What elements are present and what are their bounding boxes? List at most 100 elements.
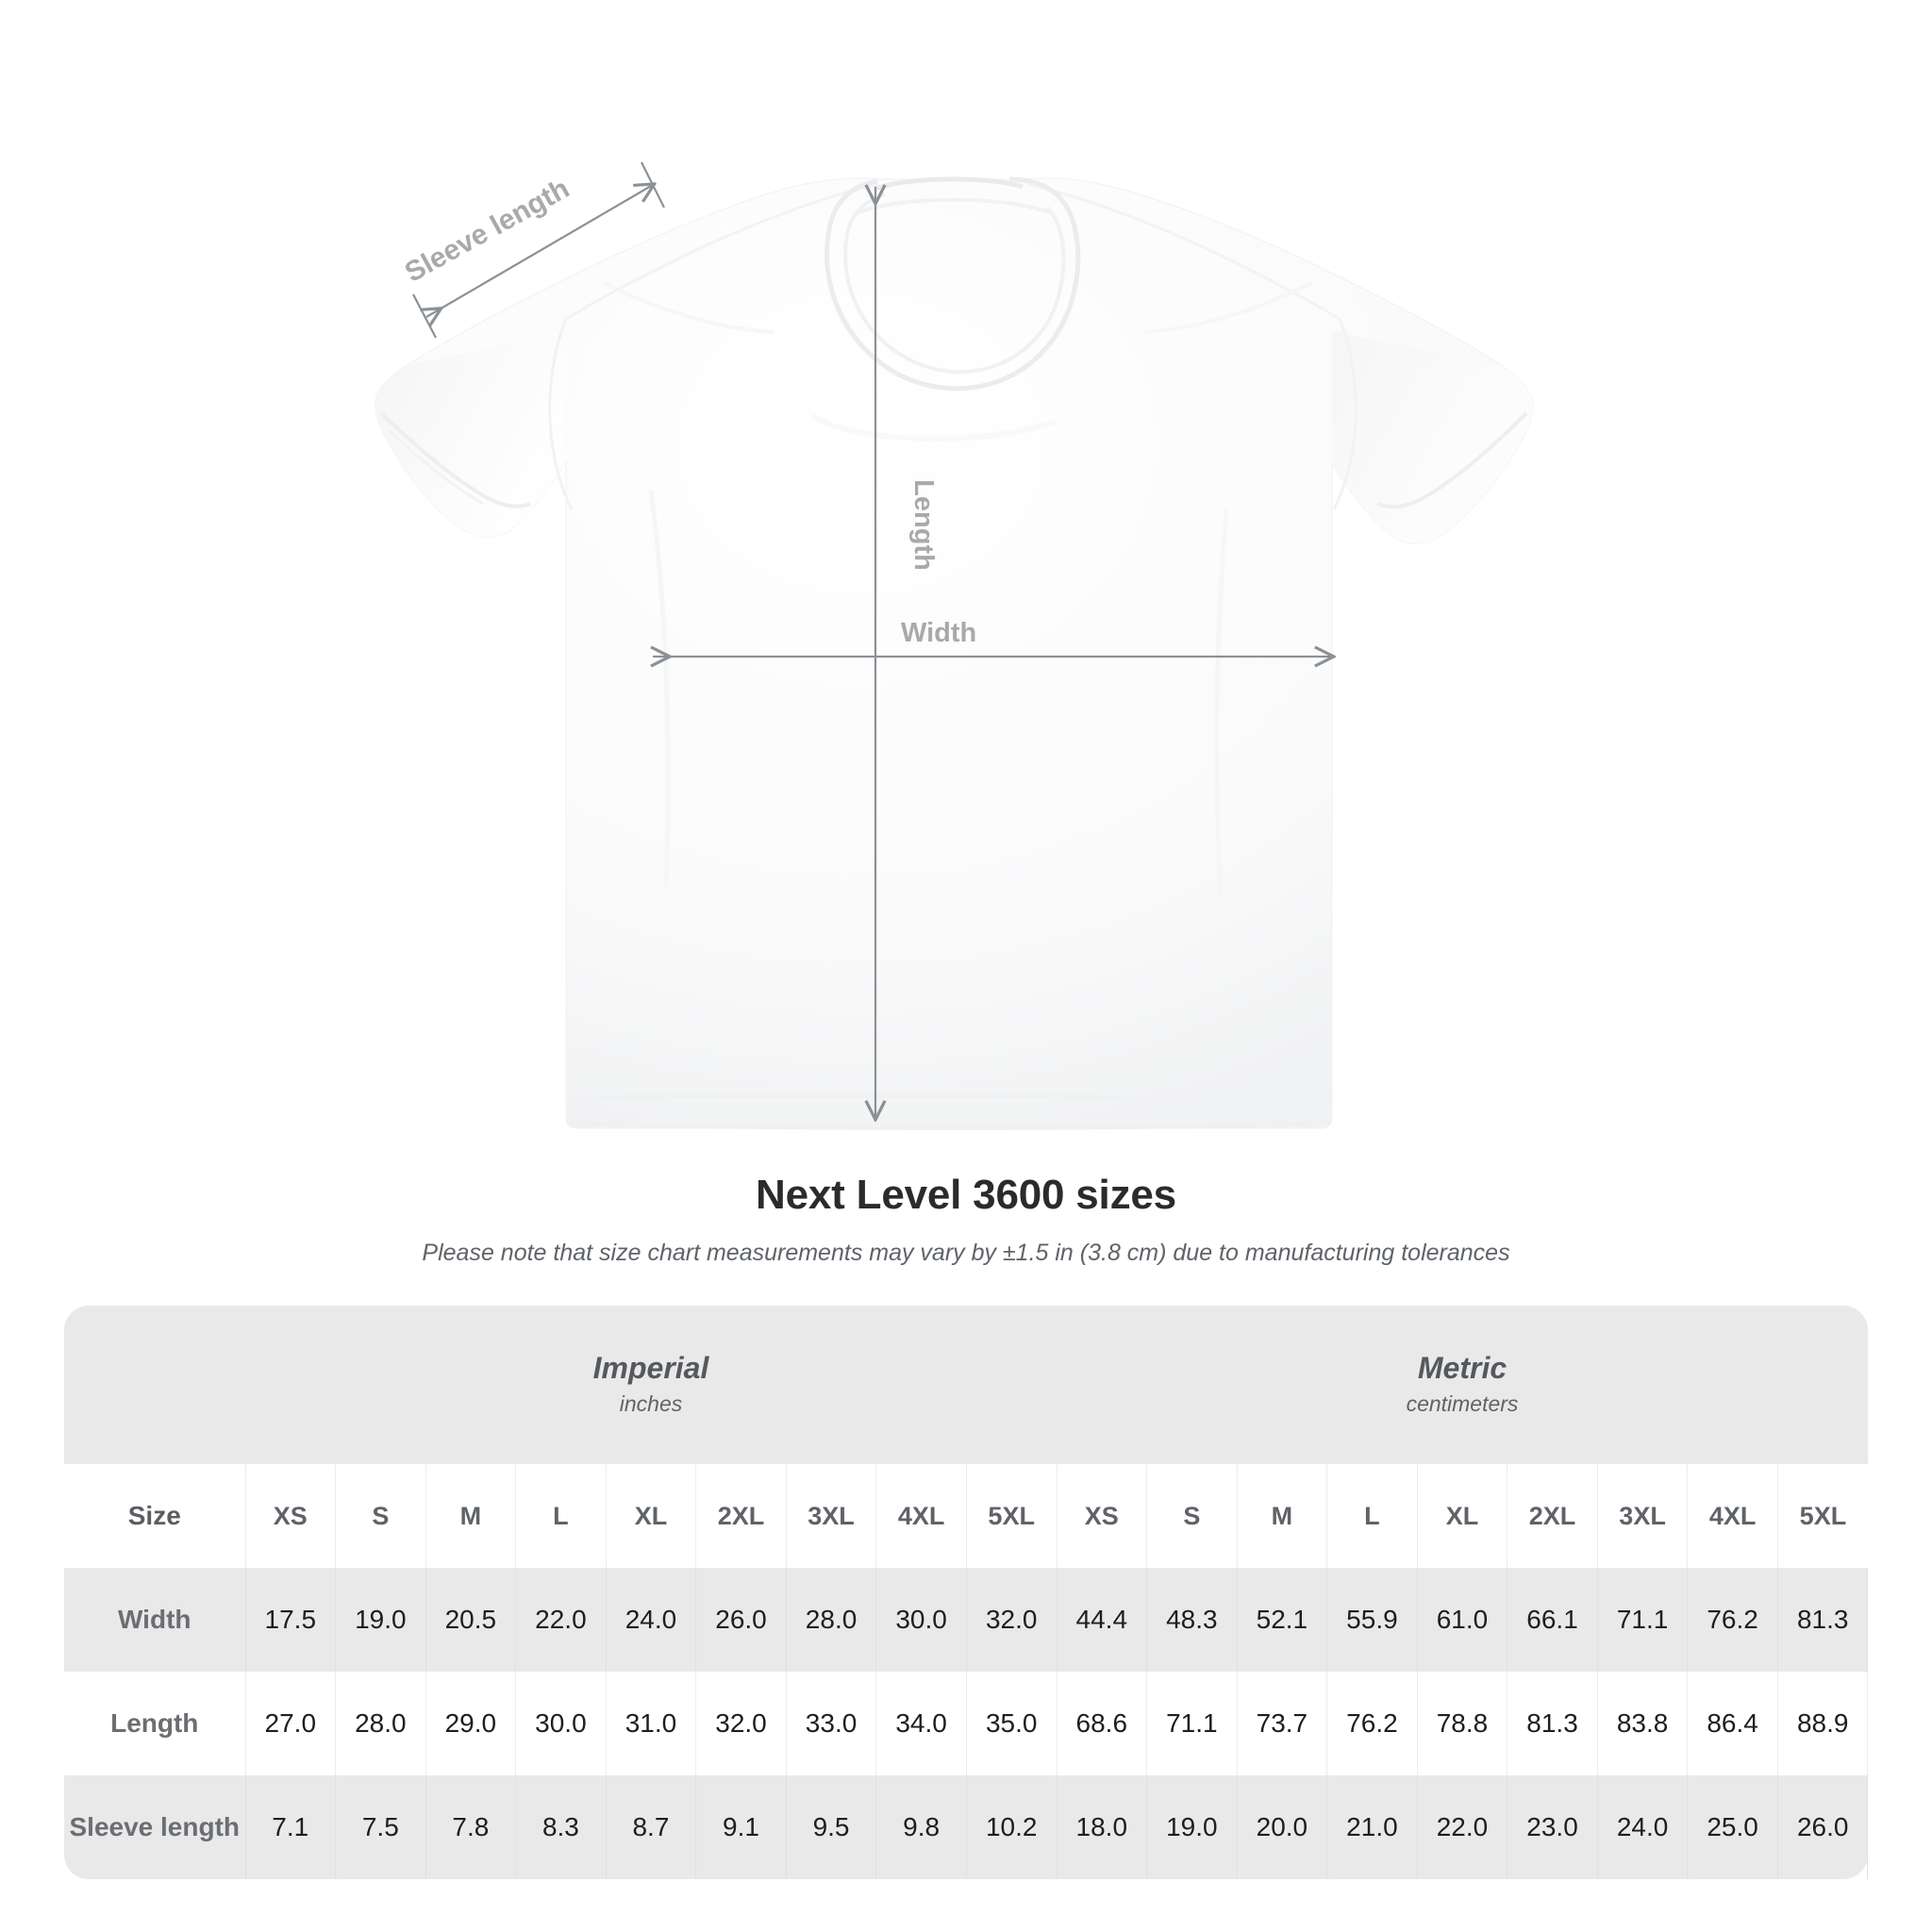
- unit-group-header-metric: Metric centimeters: [1057, 1306, 1868, 1464]
- size-header-cell: 5XL: [1777, 1464, 1868, 1568]
- measurement-cell: 20.0: [1237, 1775, 1328, 1879]
- right-sleeve-shade: [1332, 330, 1534, 544]
- bottom-hem-edge: [567, 1121, 1331, 1130]
- size-header-cell: M: [1237, 1464, 1328, 1568]
- measurement-cell: 7.1: [245, 1775, 337, 1879]
- sleeve-measure-line: [426, 185, 653, 317]
- size-header-cell: S: [1146, 1464, 1238, 1568]
- measurement-cell: 71.1: [1597, 1568, 1689, 1672]
- measurement-cell: 24.0: [1597, 1775, 1689, 1879]
- right-armhole-seam: [1332, 318, 1357, 510]
- measurement-cell: 21.0: [1326, 1775, 1418, 1879]
- measurement-cell: 88.9: [1777, 1672, 1869, 1775]
- measurement-cell: 73.7: [1237, 1672, 1328, 1775]
- size-header-cell: XL: [1417, 1464, 1508, 1568]
- left-armhole-seam: [548, 318, 574, 510]
- measurement-cell: 34.0: [875, 1672, 967, 1775]
- measurement-cell: 19.0: [1146, 1775, 1238, 1879]
- measurement-cell: 30.0: [875, 1568, 967, 1672]
- measurement-cell: 81.3: [1777, 1568, 1869, 1672]
- measurement-cell: 86.4: [1687, 1672, 1778, 1775]
- measurement-cell: 8.3: [515, 1775, 607, 1879]
- fabric-fold-3: [809, 412, 1058, 441]
- row-label: Length: [64, 1672, 246, 1775]
- fabric-fold-2: [1214, 508, 1229, 897]
- length-label: Length: [908, 479, 939, 571]
- measurement-cell: 35.0: [966, 1672, 1058, 1775]
- left-sleeve-hem: [379, 411, 531, 508]
- left-sleeve-hem-inner: [387, 428, 484, 506]
- measurement-cell: 31.0: [606, 1672, 697, 1775]
- width-label: Width: [901, 618, 977, 648]
- measurement-cell: 10.2: [966, 1775, 1058, 1879]
- size-header-cell: L: [515, 1464, 607, 1568]
- size-row-label: Size: [64, 1464, 246, 1568]
- measurement-cell: 18.0: [1057, 1775, 1148, 1879]
- measurement-cell: 68.6: [1057, 1672, 1148, 1775]
- unit-name: Metric: [1417, 1350, 1507, 1385]
- measurement-cell: 20.5: [425, 1568, 517, 1672]
- measurement-cell: 32.0: [695, 1672, 787, 1775]
- measurement-cell: 22.0: [515, 1568, 607, 1672]
- size-header-cell: 3XL: [1597, 1464, 1689, 1568]
- tshirt-silhouette: [375, 177, 1534, 1129]
- tshirt-illustration: [375, 161, 1534, 1130]
- measurement-cell: 44.4: [1057, 1568, 1148, 1672]
- measurement-cell: 22.0: [1417, 1775, 1508, 1879]
- measurement-cell: 29.0: [425, 1672, 517, 1775]
- measurement-cell: 48.3: [1146, 1568, 1238, 1672]
- size-header-cell: XS: [1057, 1464, 1148, 1568]
- size-header-cell: 3XL: [786, 1464, 877, 1568]
- size-chart-table-container: Imperial inches Metric centimeters Size XS S M L…: [64, 1306, 1869, 1879]
- measurement-cell: 76.2: [1326, 1672, 1418, 1775]
- size-header-cell: S: [335, 1464, 426, 1568]
- collar-outer: [824, 176, 1081, 391]
- unit-name: Imperial: [592, 1350, 709, 1385]
- row-label: Sleeve length: [64, 1775, 246, 1879]
- measurement-cell: 71.1: [1146, 1672, 1238, 1775]
- measurement-cell: 78.8: [1417, 1672, 1508, 1775]
- measurement-cell: 8.7: [606, 1775, 697, 1879]
- collar-band-top: [874, 176, 1024, 192]
- size-header-cell: L: [1326, 1464, 1418, 1568]
- size-header-cell: XS: [245, 1464, 337, 1568]
- measurement-cell: 66.1: [1507, 1568, 1598, 1672]
- size-header-row: Size XS S M L XL 2XL 3XL 4XL 5XL XS S M L XL 2XL 3XL 4XL 5…: [64, 1464, 1868, 1568]
- right-shoulder-seam: [1027, 183, 1341, 321]
- table-row: Length 27.0 28.0 29.0 30.0 31.0 32.0 33.0 34.0 35…: [64, 1672, 1869, 1775]
- measurement-cell: 19.0: [335, 1568, 426, 1672]
- measurement-cell: 61.0: [1417, 1568, 1508, 1672]
- size-header-cell: 2XL: [1507, 1464, 1598, 1568]
- fabric-fold-5: [1142, 281, 1312, 334]
- unit-header-row: Imperial inches Metric centimeters: [64, 1306, 1868, 1464]
- measurement-cell: 9.8: [875, 1775, 967, 1879]
- measurement-cell: 23.0: [1507, 1775, 1598, 1879]
- measurement-lines: [412, 161, 1332, 1118]
- measurement-cell: 7.5: [335, 1775, 426, 1879]
- unit-subtitle: centimeters: [1406, 1391, 1519, 1416]
- measurement-cell: 81.3: [1507, 1672, 1598, 1775]
- measurement-cell: 26.0: [695, 1568, 787, 1672]
- table-corner-cell: [64, 1306, 245, 1464]
- measurement-cell: 83.8: [1597, 1672, 1689, 1775]
- tolerance-note: Please note that size chart measurements…: [422, 1240, 1510, 1266]
- row-label: Width: [64, 1568, 246, 1672]
- measurement-cell: 9.1: [695, 1775, 787, 1879]
- sleeve-tick-end: [641, 161, 665, 208]
- measurement-cell: 27.0: [245, 1672, 337, 1775]
- measurement-cell: 7.8: [425, 1775, 517, 1879]
- measurement-cell: 24.0: [606, 1568, 697, 1672]
- fabric-fold-1: [648, 490, 671, 888]
- size-header-cell: XL: [606, 1464, 697, 1568]
- tshirt-diagram: Sleeve length Length Width: [375, 161, 1534, 1130]
- measurement-cell: 28.0: [335, 1672, 426, 1775]
- measurement-cell: 26.0: [1777, 1775, 1869, 1879]
- size-header-cell: 4XL: [1687, 1464, 1778, 1568]
- size-header-cell: 2XL: [695, 1464, 787, 1568]
- table-row: Sleeve length 7.1 7.5 7.8 8.3 8.7 9.1 9.5 9.8 10.…: [64, 1775, 1869, 1879]
- measurement-cell: 30.0: [515, 1672, 607, 1775]
- measurement-cell: 76.2: [1687, 1568, 1778, 1672]
- measurement-cell: 52.1: [1237, 1568, 1328, 1672]
- sleeve-tick-start: [412, 293, 437, 339]
- right-sleeve-hem: [1376, 411, 1528, 509]
